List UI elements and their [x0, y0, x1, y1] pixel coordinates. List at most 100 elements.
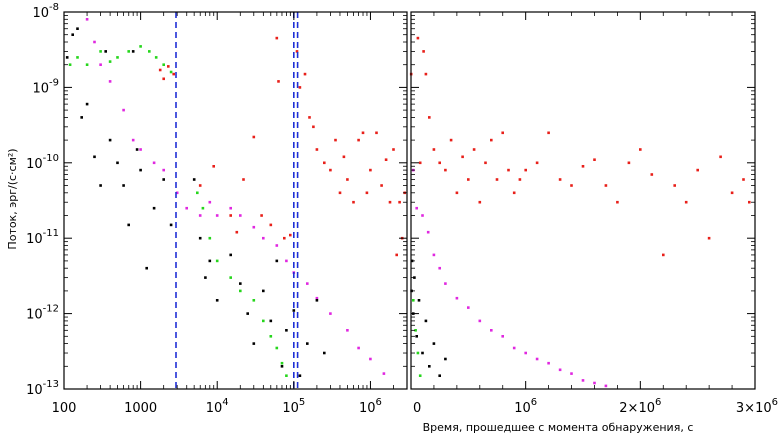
data-point-left-s3-34 [298, 374, 302, 377]
data-point-right-s0-21 [518, 178, 522, 181]
data-point-left-s0-17 [298, 86, 302, 89]
y-tick-label-4: 10-12 [26, 304, 59, 323]
data-point-left-s1-2 [99, 63, 102, 66]
data-point-left-s3-11 [127, 223, 130, 227]
data-point-left-s0-37 [392, 148, 395, 151]
data-point-left-s0-24 [334, 138, 337, 142]
data-point-left-s1-18 [275, 244, 279, 247]
data-point-right-s1-12 [512, 346, 516, 350]
data-point-left-s2-9 [154, 56, 158, 59]
data-point-left-s3-16 [152, 206, 156, 210]
data-point-left-s1-25 [357, 346, 360, 350]
data-point-left-s3-30 [275, 259, 279, 263]
data-point-left-s0-13 [277, 80, 280, 83]
data-point-right-s1-16 [558, 368, 562, 372]
data-point-left-s3-28 [262, 289, 265, 293]
data-point-right-s1-17 [570, 372, 573, 375]
right-axes: 0 106 2×106 3×106 [410, 11, 778, 416]
data-point-left-s1-14 [229, 206, 232, 210]
data-point-left-s3-8 [108, 138, 112, 142]
data-point-left-s1-0 [85, 18, 89, 21]
data-point-left-s2-3 [99, 50, 102, 53]
data-point-right-s0-3 [422, 50, 425, 53]
data-point-right-s0-35 [673, 184, 676, 187]
data-point-left-s1-5 [131, 138, 135, 142]
y-tick-label-3: 10-11 [26, 228, 59, 247]
data-point-left-s0-14 [283, 236, 286, 240]
data-point-left-s1-7 [152, 161, 156, 165]
data-point-left-s1-6 [139, 148, 142, 151]
data-point-left-s0-28 [352, 200, 355, 204]
data-point-left-s3-31 [280, 365, 284, 368]
data-point-right-s0-5 [428, 116, 431, 119]
data-point-left-s3-18 [169, 223, 173, 227]
data-point-left-s1-3 [108, 80, 112, 83]
data-point-right-s0-10 [455, 191, 459, 195]
data-point-left-s2-4 [108, 60, 112, 63]
data-point-left-s2-15 [215, 259, 219, 263]
data-point-left-s0-23 [329, 168, 332, 172]
data-point-right-s0-4 [424, 72, 428, 76]
data-point-right-s0-8 [444, 168, 447, 172]
data-point-right-s0-16 [490, 138, 493, 142]
data-point-left-s3-5 [93, 155, 96, 159]
data-point-left-s2-23 [285, 374, 288, 377]
data-point-left-s2-0 [68, 63, 72, 66]
data-point-right-s0-24 [547, 131, 550, 135]
data-point-left-s0-2 [167, 65, 170, 68]
data-point-right-s1-10 [490, 329, 493, 332]
data-point-left-s1-21 [306, 282, 309, 285]
data-point-right-s0-18 [501, 131, 504, 135]
data-point-left-s1-10 [185, 206, 188, 210]
data-point-right-s1-14 [535, 357, 539, 361]
data-point-left-s0-10 [260, 214, 263, 217]
data-point-right-s0-13 [472, 148, 476, 151]
data-point-left-s0-30 [361, 131, 365, 135]
data-point-left-s2-13 [201, 206, 205, 210]
y-tick-label-2: 10-10 [26, 153, 59, 172]
data-point-left-s2-10 [162, 63, 165, 66]
data-point-right-s1-8 [467, 306, 470, 309]
right-plot-frame [410, 11, 756, 390]
data-point-left-s3-3 [80, 116, 83, 119]
data-point-left-s1-13 [215, 214, 219, 217]
data-point-left-s2-2 [85, 63, 89, 66]
data-point-right-s0-9 [449, 138, 453, 142]
data-point-left-s3-22 [208, 259, 212, 263]
data-point-right-s0-23 [535, 161, 539, 165]
data-point-right-s0-36 [684, 200, 688, 204]
data-point-left-s3-14 [139, 168, 142, 172]
data-point-left-s3-37 [323, 351, 326, 355]
y-tick-label-1: 10-9 [32, 77, 59, 96]
data-point-right-s1-13 [524, 351, 527, 355]
data-point-left-s0-39 [398, 200, 401, 204]
data-point-right-s0-7 [438, 161, 441, 165]
data-point-right-s3-7 [424, 319, 428, 323]
data-point-right-s0-12 [467, 178, 470, 181]
data-point-left-s0-34 [380, 184, 383, 187]
data-point-left-s0-21 [315, 148, 319, 151]
data-point-left-s1-27 [382, 372, 386, 375]
data-point-right-s1-5 [438, 266, 441, 270]
data-point-left-s0-35 [384, 158, 388, 161]
data-point-right-s3-11 [444, 357, 447, 361]
data-point-left-s2-18 [252, 299, 256, 302]
x-axis-label: Время, прошедшее с момента обнаружения, … [423, 421, 694, 434]
data-point-left-s0-6 [229, 214, 232, 217]
data-point-right-s1-9 [478, 319, 482, 323]
data-point-right-s1-4 [432, 253, 436, 257]
data-point-left-s1-19 [285, 259, 288, 263]
data-point-left-s3-29 [269, 319, 273, 323]
data-point-left-s3-15 [145, 266, 148, 270]
data-point-left-s3-10 [122, 184, 125, 187]
data-point-right-s1-11 [501, 335, 504, 338]
data-point-right-s1-18 [581, 379, 585, 382]
data-point-left-s0-22 [323, 161, 326, 165]
data-point-right-s0-26 [570, 184, 573, 187]
data-point-left-s3-0 [65, 56, 69, 59]
data-point-left-s2-17 [239, 289, 242, 293]
data-point-right-s0-25 [558, 178, 562, 181]
data-point-right-s1-19 [593, 381, 596, 385]
data-point-left-s3-7 [104, 50, 107, 53]
y-tick-label-5: 10-13 [26, 379, 59, 398]
